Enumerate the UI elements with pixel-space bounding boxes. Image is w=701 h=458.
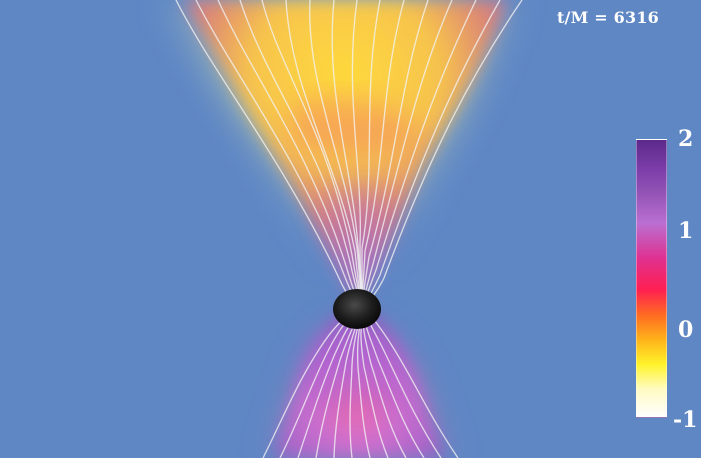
field-line-25 (362, 318, 407, 458)
colorbar-tick-1: 1 (678, 218, 694, 244)
black-hole (333, 289, 381, 329)
field-line-22 (349, 318, 361, 458)
field-line-27 (365, 314, 442, 458)
colorbar-tick-0: 0 (678, 317, 694, 343)
field-line-11 (361, 0, 405, 297)
field-line-20 (315, 316, 359, 458)
field-line-14 (364, 0, 477, 301)
field-line-24 (360, 319, 389, 458)
colorbar-tick-negative-1: -1 (673, 407, 698, 433)
field-line-21 (333, 317, 360, 458)
field-line-10 (361, 0, 381, 295)
field-line-28 (367, 311, 459, 458)
field-line-5 (261, 0, 361, 298)
field-line-26 (363, 316, 425, 458)
field-line-7 (309, 0, 362, 296)
field-line-12 (362, 0, 429, 298)
field-line-4 (239, 0, 360, 299)
colorbar-tick-2: 2 (678, 126, 694, 152)
field-line-23 (356, 319, 371, 458)
upper-hot-region (288, 98, 426, 155)
colorbar (636, 139, 667, 418)
lower-purple-region (303, 328, 408, 414)
field-line-13 (363, 0, 453, 299)
time-label: t/M = 6316 (556, 8, 659, 27)
field-line-15 (365, 0, 501, 303)
field-line-3 (217, 0, 359, 301)
field-line-9 (351, 0, 363, 295)
field-line-6 (285, 0, 361, 297)
